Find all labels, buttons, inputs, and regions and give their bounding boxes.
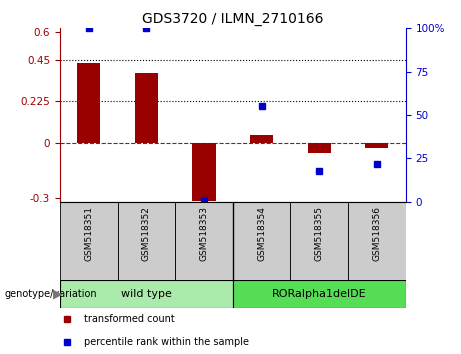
- Bar: [60, 202, 118, 280]
- Bar: [175, 202, 233, 280]
- Text: ▶: ▶: [53, 287, 63, 300]
- Bar: [365, 143, 388, 148]
- Bar: [118, 202, 175, 280]
- Text: GSM518356: GSM518356: [372, 206, 381, 261]
- Bar: [60, 280, 233, 308]
- Bar: [308, 143, 331, 153]
- Text: genotype/variation: genotype/variation: [5, 289, 97, 299]
- Text: GSM518351: GSM518351: [84, 206, 93, 261]
- Bar: [233, 280, 406, 308]
- Text: transformed count: transformed count: [84, 314, 175, 325]
- Title: GDS3720 / ILMN_2710166: GDS3720 / ILMN_2710166: [142, 12, 324, 26]
- Bar: [77, 63, 100, 143]
- Text: RORalpha1delDE: RORalpha1delDE: [272, 289, 366, 299]
- Bar: [250, 135, 273, 143]
- Text: GSM518353: GSM518353: [200, 206, 208, 261]
- Bar: [193, 143, 216, 201]
- Text: GSM518354: GSM518354: [257, 206, 266, 261]
- Text: percentile rank within the sample: percentile rank within the sample: [84, 337, 249, 348]
- Bar: [290, 202, 348, 280]
- Text: GSM518352: GSM518352: [142, 206, 151, 261]
- Bar: [348, 202, 406, 280]
- Text: GSM518355: GSM518355: [315, 206, 324, 261]
- Bar: [135, 73, 158, 143]
- Bar: [233, 202, 290, 280]
- Text: wild type: wild type: [121, 289, 172, 299]
